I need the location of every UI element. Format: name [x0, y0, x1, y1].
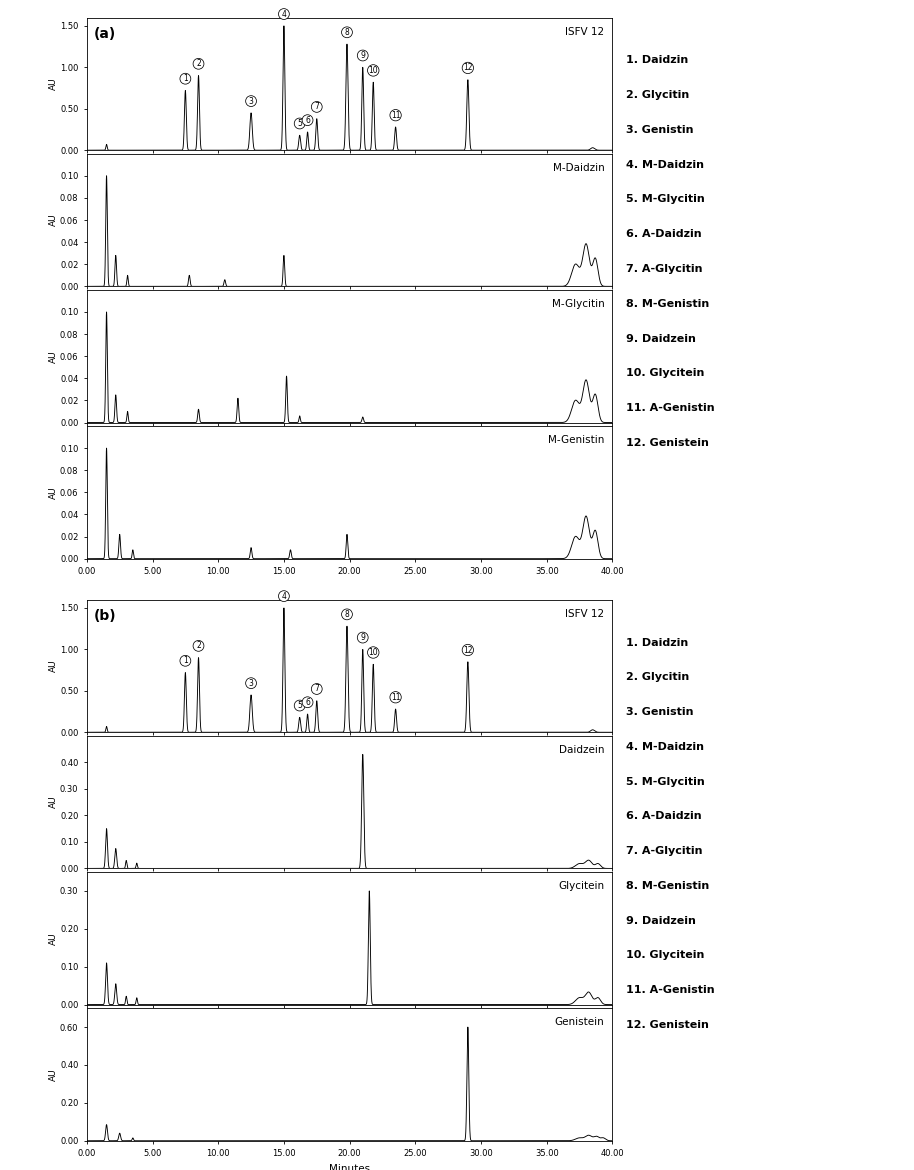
Text: 9: 9 — [360, 633, 366, 642]
Text: 1: 1 — [183, 74, 187, 83]
Text: 1. Daidzin: 1. Daidzin — [626, 55, 688, 66]
Text: 10: 10 — [368, 66, 378, 75]
Text: 8: 8 — [345, 28, 349, 36]
Text: 7: 7 — [314, 684, 319, 694]
Y-axis label: AU: AU — [49, 932, 58, 944]
Text: Glycitein: Glycitein — [558, 881, 604, 892]
Text: M-Glycitin: M-Glycitin — [552, 300, 604, 309]
Text: 4. M-Daidzin: 4. M-Daidzin — [626, 160, 704, 170]
Text: 9. Daidzein: 9. Daidzein — [626, 916, 696, 925]
Text: 2. Glycitin: 2. Glycitin — [626, 90, 689, 101]
Text: 9. Daidzein: 9. Daidzein — [626, 333, 696, 344]
Text: 11. A-Genistin: 11. A-Genistin — [626, 985, 715, 996]
Text: 3. Genistin: 3. Genistin — [626, 707, 694, 717]
Text: 3. Genistin: 3. Genistin — [626, 125, 694, 135]
X-axis label: Minutes: Minutes — [329, 1164, 370, 1170]
Text: 11. A-Genistin: 11. A-Genistin — [626, 402, 715, 413]
Text: 10. Glycitein: 10. Glycitein — [626, 369, 705, 378]
Text: 6: 6 — [305, 116, 310, 125]
Text: ISFV 12: ISFV 12 — [566, 27, 604, 36]
Text: 12: 12 — [463, 646, 473, 654]
Text: 2: 2 — [197, 60, 201, 68]
Y-axis label: AU: AU — [49, 350, 58, 363]
Text: 7. A-Glycitin: 7. A-Glycitin — [626, 264, 703, 274]
Text: 9: 9 — [360, 51, 366, 60]
Text: 6: 6 — [305, 697, 310, 707]
Y-axis label: AU: AU — [49, 77, 58, 90]
Text: 4: 4 — [282, 592, 286, 600]
Text: Genistein: Genistein — [555, 1018, 604, 1027]
Text: 6. A-Daidzin: 6. A-Daidzin — [626, 229, 702, 239]
Text: 12. Genistein: 12. Genistein — [626, 438, 709, 448]
Text: Daidzein: Daidzein — [559, 745, 604, 755]
Text: 5. M-Glycitin: 5. M-Glycitin — [626, 777, 705, 786]
Text: 12. Genistein: 12. Genistein — [626, 1020, 709, 1030]
Text: 8. M-Genistin: 8. M-Genistin — [626, 881, 709, 890]
Y-axis label: AU: AU — [49, 660, 58, 673]
Text: 1. Daidzin: 1. Daidzin — [626, 638, 688, 647]
Text: 5: 5 — [297, 701, 303, 710]
Text: (a): (a) — [93, 27, 116, 41]
Text: 6. A-Daidzin: 6. A-Daidzin — [626, 811, 702, 821]
Text: 2. Glycitin: 2. Glycitin — [626, 673, 689, 682]
Text: (b): (b) — [93, 608, 116, 622]
Y-axis label: AU: AU — [49, 1068, 58, 1081]
Text: 1: 1 — [183, 656, 187, 666]
Text: 8. M-Genistin: 8. M-Genistin — [626, 298, 709, 309]
Text: 3: 3 — [249, 97, 253, 105]
Text: M-Genistin: M-Genistin — [548, 435, 604, 446]
Text: 11: 11 — [391, 111, 400, 119]
Text: 11: 11 — [391, 693, 400, 702]
Text: 10. Glycitein: 10. Glycitein — [626, 950, 705, 961]
Text: 7. A-Glycitin: 7. A-Glycitin — [626, 846, 703, 856]
Text: 12: 12 — [463, 63, 473, 73]
Text: ISFV 12: ISFV 12 — [566, 608, 604, 619]
Y-axis label: AU: AU — [49, 214, 58, 226]
Text: 4. M-Daidzin: 4. M-Daidzin — [626, 742, 704, 752]
Text: M-Daidzin: M-Daidzin — [553, 163, 604, 173]
Text: 7: 7 — [314, 103, 319, 111]
Y-axis label: AU: AU — [49, 486, 58, 498]
Text: 3: 3 — [249, 679, 253, 688]
Text: 10: 10 — [368, 648, 378, 658]
Text: 8: 8 — [345, 610, 349, 619]
Text: 5: 5 — [297, 119, 303, 128]
Text: 2: 2 — [197, 641, 201, 651]
Text: 4: 4 — [282, 9, 286, 19]
Y-axis label: AU: AU — [49, 796, 58, 808]
Text: 5. M-Glycitin: 5. M-Glycitin — [626, 194, 705, 205]
